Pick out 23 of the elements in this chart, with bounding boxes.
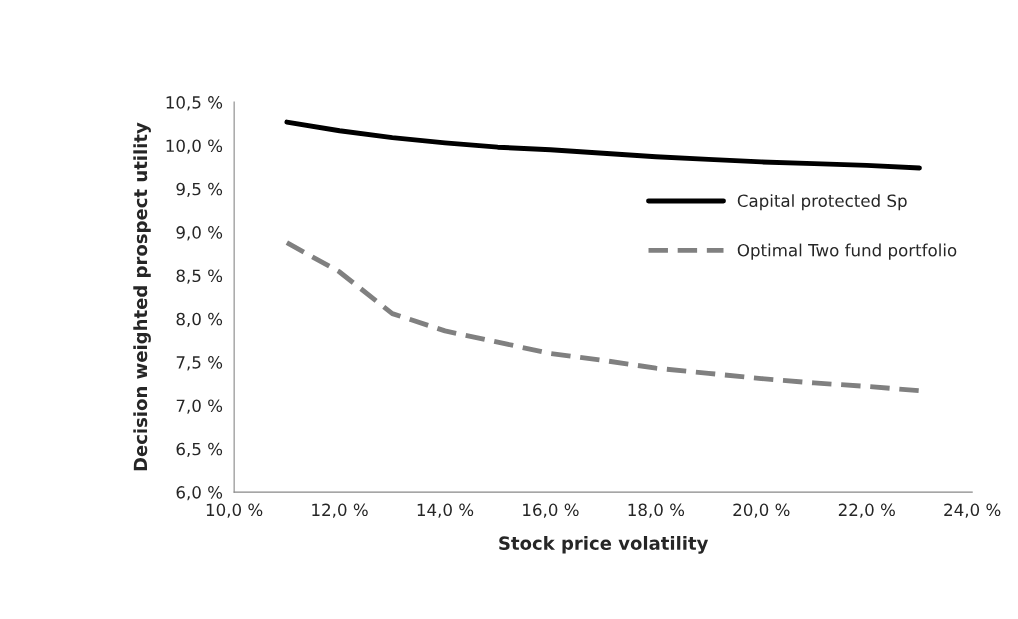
x-axis-title: Stock price volatility [499,536,709,554]
y-tick-label: 7,0 % [176,399,223,414]
x-tick-label: 20,0 % [733,503,790,518]
y-tick-label: 10,5 % [166,96,223,111]
y-tick-label: 8,5 % [176,269,223,284]
y-tick-label: 6,0 % [176,486,223,501]
y-axis-title: Decision weighted prospect utility [133,122,151,471]
y-tick-label: 10,0 % [166,139,223,154]
x-tick-label: 12,0 % [312,503,368,518]
legend-label: Capital protected Sp [737,194,907,211]
x-tick-label: 24,0 % [944,503,1001,518]
y-tick-label: 9,5 % [176,182,223,198]
legend-label: Optimal Two fund portfolio [737,243,957,260]
y-tick-label: 9,0 % [176,226,223,241]
x-tick-label: 22,0 % [838,503,895,518]
x-tick-label: 10,0 % [206,503,263,518]
x-tick-label: 14,0 % [417,503,474,518]
y-tick-label: 8,0 % [176,312,223,328]
y-tick-label: 7,5 % [176,356,223,371]
y-tick-label: 6,5 % [176,442,223,458]
x-tick-label: 16,0 % [523,503,579,518]
x-tick-label: 18,0 % [628,503,685,518]
line-series [284,119,922,171]
